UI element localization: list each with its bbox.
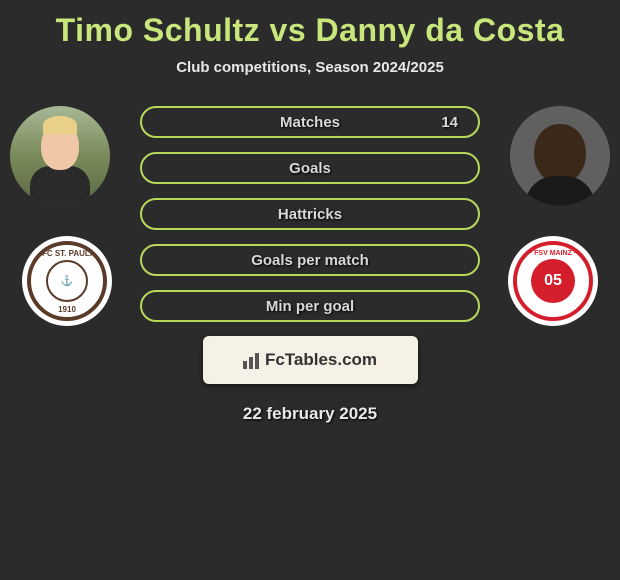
club-left-logo: FC ST. PAULI ⚓ 1910 (22, 236, 112, 326)
stat-row-hattricks: Hattricks (140, 198, 480, 230)
club-left-year: 1910 (31, 305, 103, 314)
stat-value-right: 14 (441, 114, 458, 131)
club-left-name: FC ST. PAULI (31, 249, 103, 258)
player-left-photo (10, 106, 110, 206)
stat-row-matches: Matches 14 (140, 106, 480, 138)
branding-box: FcTables.com (203, 336, 418, 384)
club-right-abbrev: 05 (531, 259, 575, 303)
stat-row-goals: Goals (140, 152, 480, 184)
stat-label: Matches (280, 114, 340, 131)
club-right-logo: · FSV MAINZ · 05 (508, 236, 598, 326)
comparison-area: FC ST. PAULI ⚓ 1910 · FSV MAINZ · 05 Mat… (0, 106, 620, 424)
stat-row-goals-per-match: Goals per match (140, 244, 480, 276)
stat-label: Goals per match (251, 252, 369, 269)
stat-label: Min per goal (266, 298, 354, 315)
branding-text: FcTables.com (265, 350, 377, 370)
page-title: Timo Schultz vs Danny da Costa (0, 0, 620, 49)
club-right-name: · FSV MAINZ · (517, 250, 589, 257)
date-text: 22 february 2025 (0, 404, 620, 424)
stats-container: Matches 14 Goals Hattricks Goals per mat… (140, 106, 480, 322)
chart-icon (243, 351, 259, 369)
player-right-photo (510, 106, 610, 206)
stat-row-min-per-goal: Min per goal (140, 290, 480, 322)
stat-label: Goals (289, 160, 331, 177)
subtitle: Club competitions, Season 2024/2025 (0, 59, 620, 76)
stat-label: Hattricks (278, 206, 342, 223)
